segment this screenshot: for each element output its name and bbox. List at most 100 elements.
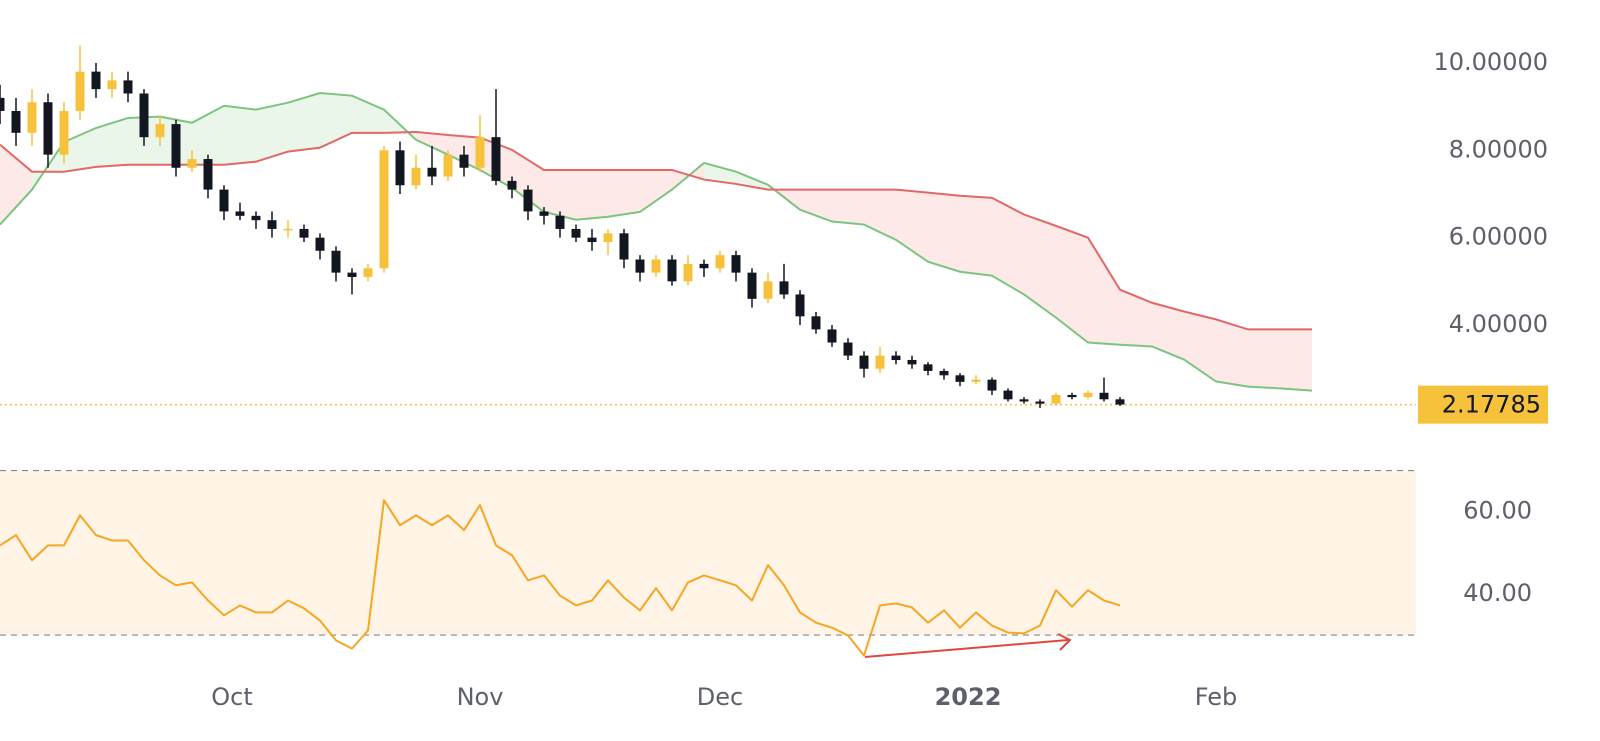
last-price-tag: 2.17785 bbox=[1418, 385, 1548, 424]
divergence-arrow bbox=[864, 639, 1069, 658]
candle-body bbox=[715, 255, 725, 269]
candle-body bbox=[939, 370, 949, 376]
candle-body bbox=[507, 180, 517, 190]
candle-body bbox=[475, 137, 485, 168]
candle-body bbox=[219, 189, 229, 212]
candle-body bbox=[811, 316, 821, 330]
candle-body bbox=[11, 110, 21, 133]
candle-body bbox=[827, 329, 837, 343]
candle-body bbox=[971, 379, 981, 382]
cloud-fill bbox=[608, 169, 640, 217]
candle-body bbox=[203, 159, 213, 190]
candle-body bbox=[1099, 392, 1109, 400]
candle-body bbox=[347, 272, 357, 277]
candle-body bbox=[379, 150, 389, 269]
candle-body bbox=[0, 97, 5, 111]
candle-body bbox=[299, 228, 309, 238]
candle-body bbox=[555, 215, 565, 229]
cloud-fill bbox=[0, 144, 32, 225]
candle-body bbox=[523, 189, 533, 212]
candle-body bbox=[427, 167, 437, 177]
candle-body bbox=[1051, 394, 1061, 404]
candle-body bbox=[459, 154, 469, 168]
last-price-label: 2.17785 bbox=[1442, 391, 1541, 419]
cloud-fill bbox=[224, 105, 256, 165]
candle-body bbox=[251, 215, 261, 221]
candle-body bbox=[123, 80, 133, 94]
candle-body bbox=[731, 255, 741, 273]
rsi-line bbox=[0, 499, 1121, 657]
candle-body bbox=[891, 355, 901, 360]
x-tick-label: Oct bbox=[211, 683, 253, 711]
candle-body bbox=[235, 211, 245, 216]
cloud-fill bbox=[320, 93, 352, 148]
candle-body bbox=[139, 93, 149, 138]
candle-body bbox=[1003, 390, 1013, 400]
candle-body bbox=[43, 102, 53, 155]
y-tick-label: 4.00000 bbox=[1449, 310, 1548, 338]
x-tick-label: 2022 bbox=[935, 683, 1002, 711]
cloud-fill bbox=[1120, 289, 1152, 347]
cloud-fill bbox=[640, 169, 672, 212]
cloud-fill bbox=[1248, 329, 1280, 389]
candle-body bbox=[1067, 394, 1077, 398]
candle-body bbox=[843, 342, 853, 356]
candle-body bbox=[907, 360, 917, 365]
y-tick-label: 6.00000 bbox=[1449, 223, 1548, 251]
candle-body bbox=[587, 237, 597, 243]
last-price-box bbox=[1418, 385, 1548, 424]
candle-body bbox=[283, 228, 293, 231]
candle-body bbox=[603, 233, 613, 243]
x-tick-label: Nov bbox=[457, 683, 504, 711]
cloud-fill bbox=[1056, 225, 1088, 343]
candle-body bbox=[1035, 401, 1045, 404]
cloud-fill bbox=[896, 189, 928, 262]
cloud-fill bbox=[832, 189, 864, 225]
cloud-fill bbox=[1216, 319, 1248, 387]
cloud-fill bbox=[1024, 214, 1056, 318]
candle-body bbox=[363, 268, 373, 277]
candle-body bbox=[267, 220, 277, 229]
candle-body bbox=[75, 71, 85, 111]
cloud-fill bbox=[192, 105, 224, 165]
candle-body bbox=[91, 71, 101, 90]
candle-body bbox=[571, 228, 581, 238]
cloud-fill bbox=[928, 192, 960, 272]
candle-body bbox=[107, 80, 117, 90]
rsi-band bbox=[0, 470, 1416, 636]
cloud-fill bbox=[800, 189, 832, 222]
candle-body bbox=[1083, 392, 1093, 398]
candle-body bbox=[955, 375, 965, 382]
plot-layer: 10.00000 8.00000 6.00000 4.00000 2.17785 60.0… bbox=[0, 45, 1548, 711]
cloud-line bbox=[0, 92, 1313, 392]
candle-body bbox=[667, 259, 677, 282]
candle-body bbox=[875, 355, 885, 369]
cloud-fill bbox=[544, 169, 576, 220]
candle-body bbox=[747, 272, 757, 299]
cloud-fill bbox=[352, 95, 384, 133]
candle-body bbox=[779, 281, 789, 295]
cloud-fill bbox=[32, 141, 64, 190]
candle-body bbox=[763, 281, 773, 299]
candle-body bbox=[411, 167, 421, 186]
cloud-fill bbox=[1280, 329, 1312, 391]
cloud-fill bbox=[1152, 302, 1184, 360]
cloud-fill bbox=[256, 102, 288, 162]
candle-body bbox=[795, 294, 805, 317]
candle-body bbox=[315, 237, 325, 251]
candle-body bbox=[1115, 399, 1125, 405]
cloud-fill bbox=[416, 131, 448, 155]
candle-body bbox=[923, 364, 933, 371]
candle-body bbox=[683, 263, 693, 282]
candle-body bbox=[155, 124, 165, 138]
candle-body bbox=[699, 263, 709, 269]
cloud-line bbox=[0, 130, 1312, 331]
candle-body bbox=[539, 211, 549, 216]
candle-body bbox=[619, 233, 629, 260]
arrow-head bbox=[1057, 633, 1072, 651]
candle-body bbox=[491, 137, 501, 181]
y-tick-label: 60.00 bbox=[1463, 497, 1532, 525]
cloud-fill bbox=[576, 169, 608, 220]
candle-body bbox=[187, 159, 197, 168]
